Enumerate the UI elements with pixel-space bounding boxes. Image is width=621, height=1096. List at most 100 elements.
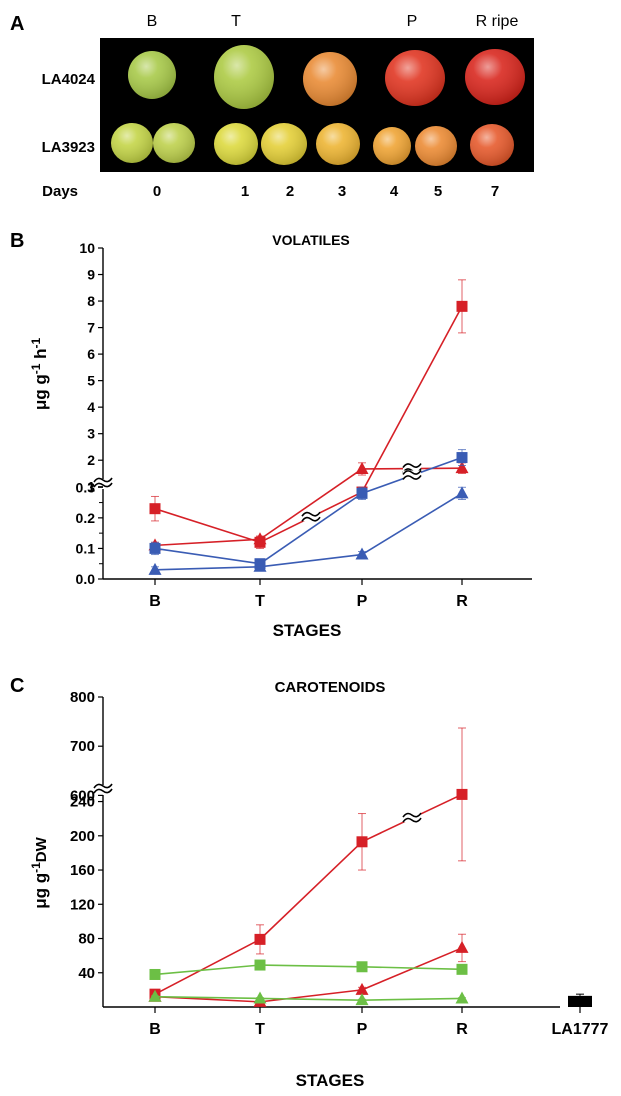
fruit-row-la4024	[128, 45, 525, 109]
data-point	[455, 486, 469, 499]
y-tick-label: 3	[87, 426, 95, 442]
panel-letter-b: B	[10, 230, 24, 252]
row-label-la3923: LA3923	[42, 139, 95, 156]
data-point	[455, 991, 469, 1004]
y-tick-label: 80	[78, 931, 95, 948]
series-line	[154, 995, 261, 1000]
series-line	[154, 565, 261, 571]
series-line	[259, 964, 363, 968]
x-tick-label: B	[149, 593, 161, 610]
stage-label-t: T	[231, 13, 241, 30]
y-tick-label: 0.0	[76, 571, 96, 587]
x-tick-label: P	[357, 1021, 368, 1038]
y-tick-label: 5	[87, 373, 95, 389]
panel-b: B VOLATILES STAGES μg g-1 h-1 0.00.10.20…	[10, 230, 532, 640]
chart-b-xlabel: STAGES	[273, 621, 342, 640]
y-tick-label: 7	[87, 320, 95, 336]
x-tick-label: R	[456, 1021, 468, 1038]
x-tick-label: LA1777	[552, 1021, 609, 1038]
y-tick-label: 0.1	[76, 540, 96, 556]
chart-c-xlabel: STAGES	[296, 1071, 365, 1090]
series-break-icon	[301, 516, 321, 522]
data-point	[456, 300, 468, 312]
series-line	[259, 989, 363, 1003]
series-line	[361, 947, 463, 991]
y-tick-label: 240	[70, 794, 95, 811]
data-point	[455, 461, 469, 474]
y-axis-break-icon	[93, 482, 113, 488]
series-line	[259, 468, 363, 540]
series-line	[361, 492, 463, 556]
y-tick-label: 700	[70, 738, 95, 755]
y-tick-label: 200	[70, 828, 95, 845]
y-tick-label: 9	[87, 267, 95, 283]
data-point	[149, 968, 161, 980]
y-tick-label: 4	[87, 399, 95, 415]
stage-label-b: B	[147, 13, 158, 30]
data-point	[253, 532, 267, 545]
series-line	[259, 492, 363, 565]
data-point	[148, 989, 162, 1002]
series-line	[154, 538, 261, 547]
data-point	[356, 961, 368, 973]
day-7: 7	[491, 183, 499, 200]
x-tick-label: T	[255, 593, 265, 610]
chart-b-plot: 0.0 0.1 0.2 0.31 2 3 4 5 6 7 8 9 10 B T P R	[76, 240, 532, 610]
y-tick-label: 10	[79, 240, 95, 256]
chart-c-ylabel: μg g-1DW	[29, 836, 50, 908]
series-line	[154, 507, 261, 544]
series-line	[259, 997, 363, 1001]
fruit-row-la3923	[111, 123, 514, 166]
x-tick-label: R	[456, 593, 468, 610]
day-2: 2	[286, 183, 294, 200]
data-point	[456, 452, 468, 464]
y-axis-break-icon	[93, 783, 113, 789]
data-point	[456, 963, 468, 975]
y-tick-label: 2	[87, 452, 95, 468]
y-tick-label: 6	[87, 346, 95, 362]
series-break-icon	[402, 463, 422, 469]
day-0: 0	[153, 183, 161, 200]
data-point	[355, 461, 369, 474]
data-point	[149, 542, 161, 554]
panel-letter-c: C	[10, 675, 24, 697]
stage-label-r-ripe: R ripe	[476, 13, 519, 30]
series-break-icon	[402, 812, 422, 818]
y-tick-label: 40	[78, 965, 95, 982]
panel-a: A B T P R ripe	[10, 13, 534, 200]
series-break-gap	[403, 463, 421, 473]
day-1: 1	[241, 183, 249, 200]
series-line	[154, 547, 261, 565]
data-point	[254, 933, 266, 945]
series-break-gap	[403, 470, 421, 480]
y-tick-label: 0.3	[76, 479, 96, 495]
day-5: 5	[434, 183, 442, 200]
series-break-icon	[402, 475, 422, 480]
y-tick-label: 120	[70, 896, 95, 913]
stage-label-p: P	[407, 13, 418, 30]
y-tick-label: 1	[87, 479, 95, 495]
bar-la1777	[568, 995, 592, 1007]
y-tick-label: 600	[70, 787, 95, 804]
x-tick-label: B	[149, 1021, 161, 1038]
panel-c: C CAROTENOIDS STAGES μg g-1DW 40 80 120 160…	[10, 675, 609, 1090]
y-tick-label: 0.2	[76, 510, 96, 526]
data-point	[355, 993, 369, 1006]
series-break-gap	[403, 813, 421, 823]
data-point	[355, 982, 369, 995]
series-line	[361, 997, 463, 1001]
chart-b-title: VOLATILES	[272, 232, 350, 248]
series-break-icon	[402, 817, 422, 823]
data-point	[254, 959, 266, 971]
data-point	[356, 836, 368, 848]
series-line	[259, 553, 363, 568]
days-label: Days	[42, 183, 78, 200]
y-tick-label: 8	[87, 293, 95, 309]
y-tick-label: 160	[70, 862, 95, 879]
chart-c-title: CAROTENOIDS	[275, 679, 386, 696]
y-axis-break-icon	[93, 477, 113, 483]
series-break-icon	[402, 470, 422, 475]
series-line	[154, 938, 261, 995]
series-line	[259, 841, 363, 940]
